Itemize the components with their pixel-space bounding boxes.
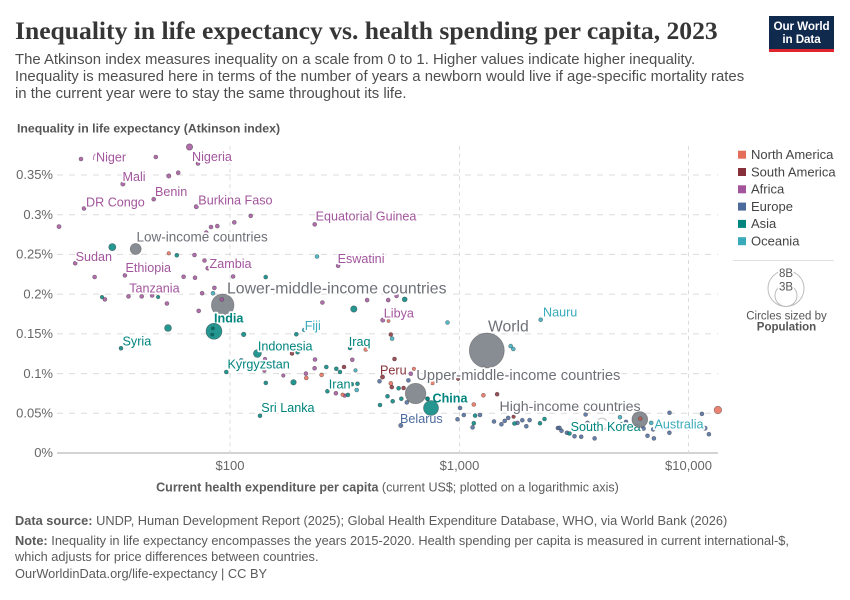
svg-text:$1,000: $1,000	[440, 458, 480, 473]
svg-text:Low-income countries: Low-income countries	[137, 229, 269, 244]
svg-text:Sri Lanka: Sri Lanka	[261, 401, 314, 415]
svg-text:China: China	[433, 392, 469, 406]
svg-text:Tanzania: Tanzania	[129, 282, 179, 296]
svg-text:High-income countries: High-income countries	[500, 399, 641, 415]
svg-text:Iraq: Iraq	[349, 335, 371, 349]
svg-text:World: World	[488, 319, 529, 336]
svg-text:Equatorial Guinea: Equatorial Guinea	[316, 210, 417, 224]
svg-text:Eswatini: Eswatini	[338, 252, 385, 266]
svg-text:0.25%: 0.25%	[16, 247, 53, 262]
svg-text:Asia: Asia	[751, 216, 777, 231]
svg-text:Benin: Benin	[155, 185, 187, 199]
svg-text:North America: North America	[751, 147, 834, 162]
svg-text:Indonesia: Indonesia	[258, 339, 313, 353]
svg-text:Niger: Niger	[96, 151, 126, 165]
svg-text:0%: 0%	[34, 445, 53, 460]
svg-text:Lower-middle-income countries: Lower-middle-income countries	[227, 281, 447, 298]
svg-text:South America: South America	[751, 164, 836, 179]
svg-text:Mali: Mali	[123, 170, 146, 184]
svg-text:Nauru: Nauru	[543, 306, 577, 320]
svg-text:South Korea: South Korea	[571, 420, 641, 434]
svg-text:Kyrgyzstan: Kyrgyzstan	[228, 358, 290, 372]
svg-text:Nigeria: Nigeria	[192, 150, 232, 164]
svg-text:Libya: Libya	[384, 307, 414, 321]
svg-text:Ethiopia: Ethiopia	[126, 261, 172, 275]
svg-text:0.35%: 0.35%	[16, 167, 53, 182]
svg-text:India: India	[214, 311, 244, 325]
svg-text:Upper-middle-income countries: Upper-middle-income countries	[416, 368, 620, 384]
svg-text:Peru: Peru	[380, 363, 407, 377]
svg-text:Sudan: Sudan	[76, 250, 112, 264]
svg-text:Current health expenditure per: Current health expenditure per capita (c…	[156, 481, 619, 495]
svg-text:Burkina Faso: Burkina Faso	[198, 193, 272, 207]
svg-text:Iran: Iran	[329, 378, 351, 392]
svg-text:0.3%: 0.3%	[23, 207, 53, 222]
svg-text:Population: Population	[757, 322, 816, 334]
svg-text:DR Congo: DR Congo	[86, 196, 145, 210]
svg-text:0.2%: 0.2%	[23, 286, 53, 301]
svg-text:Australia: Australia	[655, 418, 704, 432]
svg-text:Oceania: Oceania	[751, 234, 800, 249]
svg-text:Syria: Syria	[123, 334, 152, 348]
svg-text:0.1%: 0.1%	[23, 366, 53, 381]
svg-text:0.15%: 0.15%	[16, 326, 53, 341]
svg-text:3B: 3B	[779, 282, 793, 294]
svg-text:Belarus: Belarus	[400, 412, 443, 426]
svg-text:Zambia: Zambia	[210, 257, 252, 271]
svg-text:8B: 8B	[779, 268, 793, 280]
svg-text:$10,000: $10,000	[665, 458, 712, 473]
svg-text:Inequality in life expectancy: Inequality in life expectancy (Atkinson …	[17, 122, 280, 136]
svg-text:0.05%: 0.05%	[16, 406, 53, 421]
svg-text:$100: $100	[216, 458, 245, 473]
svg-text:Africa: Africa	[751, 182, 785, 197]
svg-text:Circles sized by: Circles sized by	[746, 311, 827, 323]
svg-text:Fiji: Fiji	[305, 319, 321, 333]
svg-text:Europe: Europe	[751, 199, 793, 214]
